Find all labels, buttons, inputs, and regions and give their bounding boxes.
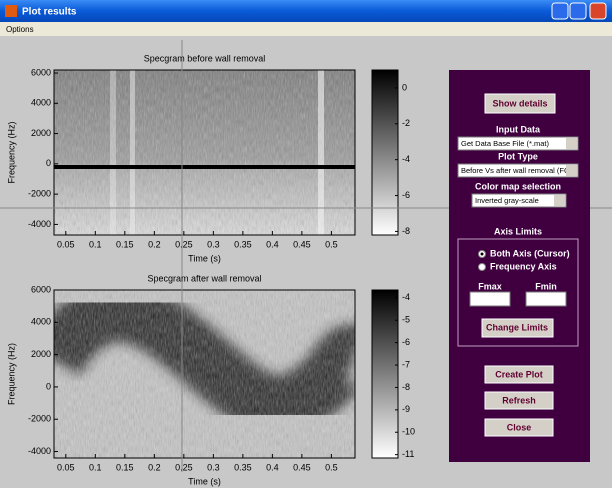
- plot-title: Specgram before wall removal: [144, 53, 266, 63]
- y-tick-label: -4000: [28, 219, 51, 229]
- label: Plot Type: [498, 151, 538, 161]
- y-tick-label: 2000: [31, 349, 51, 359]
- minimize-button[interactable]: [552, 3, 568, 19]
- x-tick-label: 0.2: [148, 239, 161, 249]
- menu-bar: [0, 22, 612, 36]
- label: Color map selection: [475, 181, 561, 191]
- text-input[interactable]: [526, 292, 566, 306]
- x-tick-label: 0.5: [325, 462, 338, 472]
- x-tick-label: 0.45: [293, 239, 311, 249]
- window-title: Plot results: [22, 7, 77, 18]
- x-axis-label: Time (s): [188, 253, 221, 263]
- colorbar-tick-label: -7: [402, 359, 410, 369]
- x-tick-label: 0.1: [89, 239, 102, 249]
- text-input[interactable]: [470, 292, 510, 306]
- button-label: Refresh: [502, 395, 536, 405]
- x-tick-label: 0.05: [57, 462, 75, 472]
- x-tick-label: 0.1: [89, 462, 102, 472]
- app-icon: [5, 5, 17, 17]
- y-tick-label: 2000: [31, 128, 51, 138]
- x-tick-label: 0.3: [207, 462, 220, 472]
- dropdown-arrow: [566, 165, 577, 176]
- colorbar-tick-label: 0: [402, 82, 407, 92]
- x-tick-label: 0.5: [325, 239, 338, 249]
- radio-label: Both Axis (Cursor): [490, 248, 570, 258]
- close-window-button[interactable]: [590, 3, 606, 19]
- dropdown-value: Inverted gray-scale: [475, 196, 539, 205]
- dropdown-value: Before Vs after wall removal (FC: [461, 166, 570, 175]
- colorbar-tick-label: -10: [402, 427, 415, 437]
- dropdown-arrow: [566, 138, 577, 149]
- y-tick-label: 6000: [31, 67, 51, 77]
- x-tick-label: 0.25: [175, 462, 193, 472]
- colorbar-tick-label: -4: [402, 154, 410, 164]
- colorbar-tick-label: -11: [402, 449, 414, 459]
- spectrogram-image: [54, 290, 355, 458]
- radio-button[interactable]: [479, 264, 486, 271]
- y-tick-label: -2000: [28, 189, 51, 199]
- button-label: Change Limits: [486, 322, 548, 332]
- radio-dot: [481, 253, 484, 256]
- x-tick-label: 0.3: [207, 239, 220, 249]
- colorbar-tick-label: -6: [402, 337, 410, 347]
- y-tick-label: -2000: [28, 414, 51, 424]
- x-tick-label: 0.45: [293, 462, 311, 472]
- y-tick-label: 4000: [31, 317, 51, 327]
- y-axis-label: Frequency (Hz): [6, 343, 16, 405]
- colorbar-tick-label: -2: [402, 118, 410, 128]
- colorbar: [372, 70, 398, 235]
- plot-title: Specgram after wall removal: [147, 273, 261, 283]
- title-bar: [0, 0, 612, 22]
- button-label: Close: [507, 422, 532, 432]
- x-tick-label: 0.4: [266, 462, 279, 472]
- dropdown-value: Get Data Base File (*.mat): [461, 139, 549, 148]
- x-tick-label: 0.15: [116, 239, 134, 249]
- y-tick-label: -4000: [28, 446, 51, 456]
- colorbar-tick-label: -6: [402, 190, 410, 200]
- label: Input Data: [496, 124, 541, 134]
- colorbar-tick-label: -8: [402, 382, 410, 392]
- label: Axis Limits: [494, 226, 542, 236]
- y-tick-label: 0: [46, 381, 51, 391]
- button-label: Show details: [492, 98, 547, 108]
- colorbar-tick-label: -9: [402, 404, 410, 414]
- label: Fmin: [535, 281, 557, 291]
- x-tick-label: 0.35: [234, 239, 252, 249]
- colorbar-tick-label: -5: [402, 315, 410, 325]
- x-tick-label: 0.2: [148, 462, 161, 472]
- y-axis-label: Frequency (Hz): [6, 121, 16, 183]
- button-label: Create Plot: [495, 369, 543, 379]
- label: Fmax: [478, 281, 502, 291]
- maximize-button[interactable]: [570, 3, 586, 19]
- radio-label: Frequency Axis: [490, 261, 557, 271]
- x-axis-label: Time (s): [188, 476, 221, 486]
- y-tick-label: 4000: [31, 98, 51, 108]
- spectrogram-image: [54, 70, 355, 235]
- x-tick-label: 0.35: [234, 462, 252, 472]
- colorbar: [372, 290, 398, 458]
- x-tick-label: 0.25: [175, 239, 193, 249]
- colorbar-tick-label: -8: [402, 226, 410, 236]
- x-tick-label: 0.15: [116, 462, 134, 472]
- dropdown-arrow: [554, 195, 565, 206]
- menu-item[interactable]: Options: [6, 25, 34, 34]
- x-tick-label: 0.4: [266, 239, 279, 249]
- y-tick-label: 6000: [31, 284, 51, 294]
- y-tick-label: 0: [46, 158, 51, 168]
- window: Plot results Options Show details Input …: [0, 0, 612, 488]
- colorbar-tick-label: -4: [402, 292, 410, 302]
- x-tick-label: 0.05: [57, 239, 75, 249]
